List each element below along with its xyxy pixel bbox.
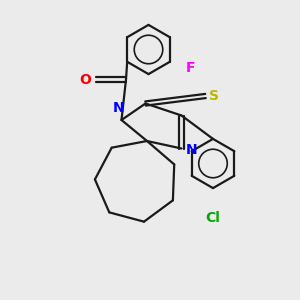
Text: Cl: Cl (206, 211, 220, 225)
Text: S: S (209, 89, 219, 103)
Text: O: O (80, 73, 92, 86)
Text: F: F (186, 61, 196, 74)
Text: N: N (186, 143, 198, 157)
Text: N: N (113, 100, 124, 115)
